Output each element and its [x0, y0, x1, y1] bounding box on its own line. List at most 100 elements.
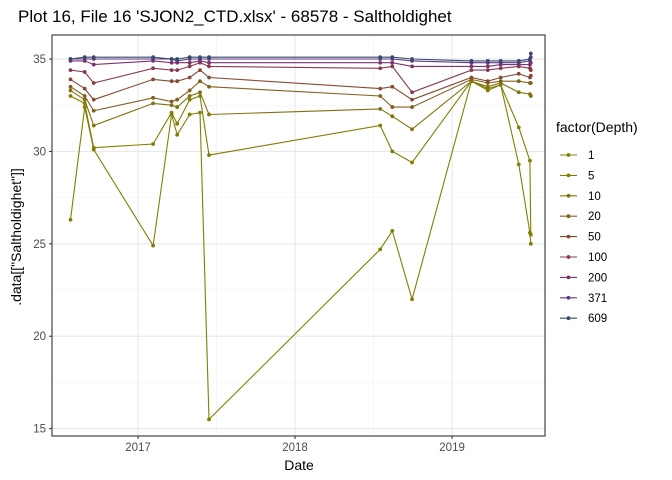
- data-point-10: [82, 97, 87, 102]
- data-point-5: [187, 97, 192, 102]
- data-point-1: [187, 112, 192, 117]
- data-point-609: [198, 55, 202, 60]
- series-line-50: [70, 69, 532, 101]
- data-point-200: [91, 62, 96, 67]
- data-point-100: [528, 68, 533, 73]
- series-layer: [68, 51, 533, 422]
- legend-items: 1 5 10 20 50 100 200 371 609: [560, 150, 607, 325]
- y-tick-label: 30: [33, 146, 46, 158]
- data-point-10: [175, 105, 180, 109]
- data-point-10: [378, 107, 383, 111]
- data-point-5: [410, 160, 414, 165]
- data-point-200: [378, 60, 383, 65]
- data-point-609: [516, 58, 521, 63]
- series-10: [68, 79, 533, 132]
- chart-title: Plot 16, File 16 'SJON2_CTD.xlsx' - 6857…: [18, 7, 452, 26]
- legend-key-point: [566, 275, 571, 280]
- data-point-200: [485, 64, 490, 69]
- legend-item-20: 20: [560, 211, 601, 223]
- data-point-100: [151, 66, 155, 71]
- legend-label: 20: [588, 211, 601, 223]
- series-line-371: [70, 57, 532, 64]
- data-point-609: [528, 51, 533, 56]
- data-point-100: [410, 90, 414, 95]
- data-point-20: [410, 105, 414, 109]
- data-point-609: [151, 55, 155, 60]
- data-point-609: [175, 57, 180, 61]
- data-point-200: [207, 60, 211, 65]
- data-point-1: [68, 217, 73, 222]
- data-point-5: [169, 110, 174, 115]
- grid: [52, 35, 545, 436]
- data-point-10: [151, 101, 155, 106]
- data-point-100: [68, 68, 73, 73]
- legend-label: 371: [588, 293, 607, 305]
- y-axis-title: .data[["Saltholdighet"]]: [8, 168, 24, 306]
- data-point-200: [469, 64, 474, 69]
- data-point-20: [68, 84, 73, 89]
- data-point-609: [207, 55, 211, 60]
- data-point-10: [169, 103, 174, 108]
- data-point-100: [469, 68, 474, 73]
- data-point-50: [528, 73, 533, 78]
- data-point-5: [175, 121, 180, 126]
- data-point-100: [485, 68, 490, 73]
- data-point-1: [410, 297, 414, 302]
- data-point-5: [378, 123, 383, 128]
- data-point-50: [187, 75, 192, 80]
- legend: factor(Depth) 1 5 10 20 50 100 200 371 609: [556, 119, 638, 325]
- data-point-609: [410, 57, 414, 61]
- data-point-100: [82, 70, 87, 74]
- y-tick-label: 15: [33, 424, 46, 436]
- legend-label: 200: [588, 272, 607, 284]
- legend-key-point: [566, 234, 571, 239]
- legend-item-5: 5: [560, 170, 594, 182]
- y-tick-label: 25: [33, 239, 46, 251]
- data-point-200: [169, 60, 174, 65]
- data-point-10: [91, 123, 96, 128]
- data-point-10: [207, 112, 211, 117]
- data-point-10: [485, 84, 490, 89]
- y-tick-label: 35: [33, 54, 46, 66]
- legend-label: 5: [588, 170, 594, 182]
- legend-item-1: 1: [560, 150, 594, 162]
- data-point-50: [169, 79, 174, 84]
- data-point-20: [390, 105, 395, 109]
- legend-label: 609: [588, 313, 607, 325]
- data-point-10: [198, 90, 202, 95]
- axes: 15 20 25 30 35 2017 2018 2019: [33, 34, 546, 454]
- data-point-10: [410, 127, 414, 132]
- legend-item-371: 371: [560, 293, 607, 305]
- legend-key-point: [566, 255, 571, 259]
- data-point-609: [528, 57, 532, 61]
- series-line-100: [70, 62, 532, 93]
- data-point-609: [187, 55, 192, 60]
- data-point-10: [187, 94, 192, 98]
- data-point-609: [498, 58, 503, 63]
- data-point-50: [207, 75, 211, 80]
- data-point-20: [82, 94, 87, 98]
- data-point-5: [528, 158, 532, 163]
- data-point-50: [469, 75, 474, 80]
- data-point-10: [68, 88, 73, 93]
- data-point-200: [187, 60, 192, 65]
- data-point-20: [198, 79, 202, 84]
- x-tick-label: 2019: [439, 442, 465, 454]
- legend-item-100: 100: [560, 252, 607, 264]
- data-point-5: [68, 94, 73, 98]
- data-point-100: [175, 68, 180, 73]
- data-point-1: [390, 228, 395, 233]
- data-point-50: [175, 79, 180, 84]
- data-point-50: [198, 68, 202, 73]
- data-point-609: [378, 55, 383, 60]
- data-point-20: [175, 97, 180, 102]
- data-point-20: [207, 84, 211, 89]
- series-line-5: [70, 80, 532, 235]
- series-609: [68, 51, 533, 63]
- data-point-609: [390, 55, 395, 60]
- series-100: [68, 60, 533, 95]
- series-line-609: [70, 53, 532, 62]
- series-line-1: [69, 80, 532, 421]
- legend-key-point: [566, 316, 571, 321]
- data-point-50: [498, 75, 503, 80]
